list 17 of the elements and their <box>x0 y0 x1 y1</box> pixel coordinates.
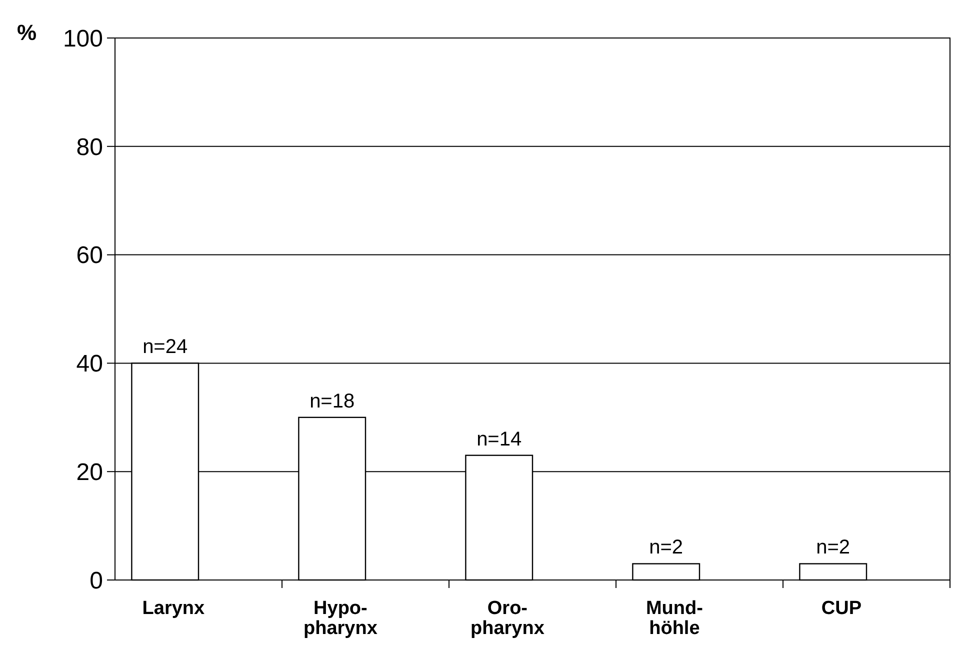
annotation: n=24 <box>142 336 188 358</box>
y-tick-label: 100 <box>62 25 103 52</box>
x-tick-label: Larynx <box>142 598 206 619</box>
x-tick-label: Mund- höhle <box>646 598 703 639</box>
x-tick-label: CUP <box>821 598 862 619</box>
x-tick-label: Oro- pharynx <box>470 598 545 639</box>
y-tick-label: 40 <box>76 350 103 378</box>
y-tick-label: 60 <box>76 242 103 270</box>
x-tick-label: Hypo- pharynx <box>303 598 378 639</box>
annotation: n=2 <box>649 536 684 559</box>
annotation: n=18 <box>310 390 355 412</box>
y-tick-label: 80 <box>76 134 103 161</box>
y-axis-title: % <box>17 20 37 45</box>
y-tick-label: 20 <box>76 459 103 486</box>
annotation: n=2 <box>816 536 850 559</box>
annotation: n=14 <box>476 428 522 450</box>
y-tick-label: 0 <box>90 567 103 594</box>
